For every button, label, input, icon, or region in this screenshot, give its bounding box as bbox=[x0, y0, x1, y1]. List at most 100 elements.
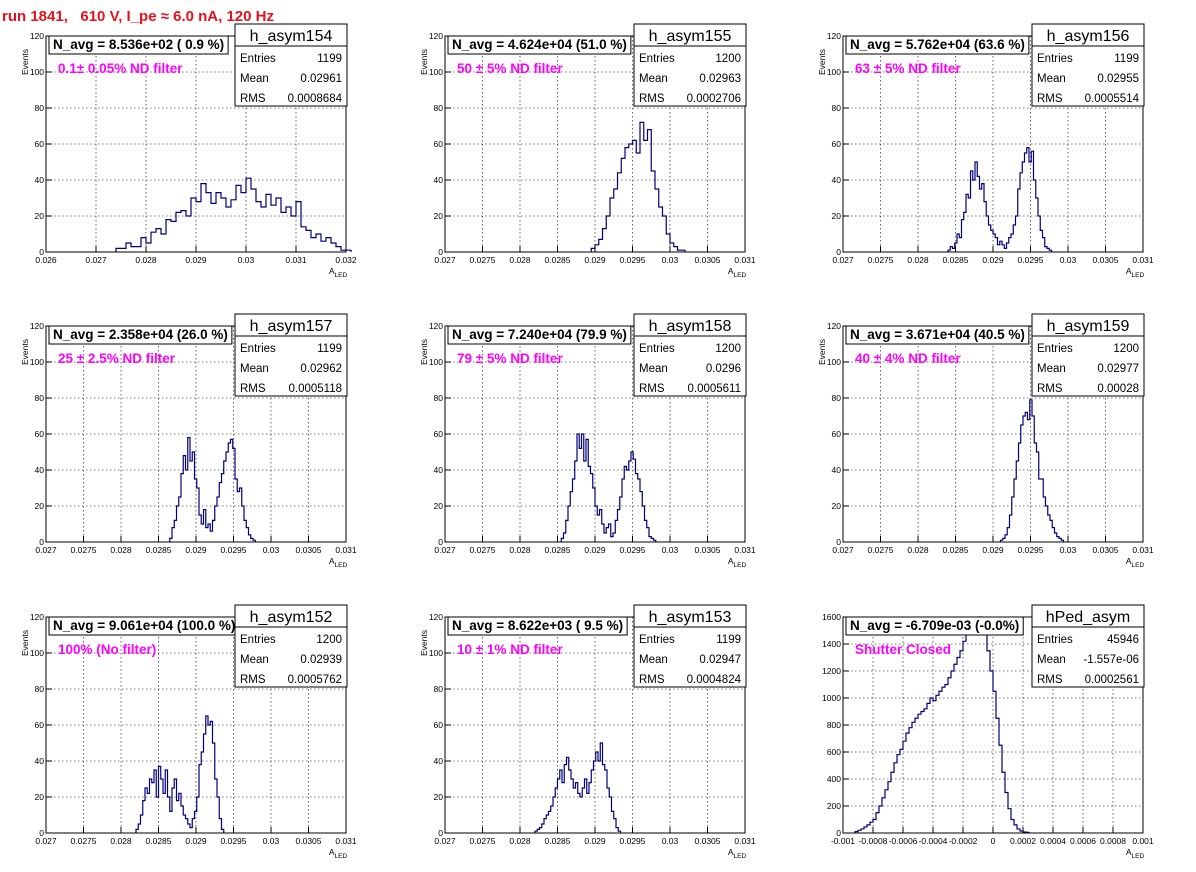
y-tick-label: 60 bbox=[832, 429, 842, 439]
x-axis-label-sub: LED bbox=[734, 272, 747, 279]
x-tick-label: 0.0295 bbox=[1018, 255, 1044, 265]
x-axis-label: ALED bbox=[1126, 266, 1145, 279]
histogram-name: h_asym157 bbox=[250, 318, 333, 335]
stat-value: 0.0005611 bbox=[687, 383, 741, 395]
y-tick-label: 1400 bbox=[822, 639, 841, 649]
panel-title-box bbox=[845, 616, 1024, 636]
y-tick-label: 120 bbox=[429, 321, 443, 331]
stat-label: Mean bbox=[1037, 73, 1066, 85]
stat-label: Entries bbox=[639, 634, 675, 646]
y-tick-label: 0 bbox=[836, 247, 841, 257]
y-tick-label: 1200 bbox=[822, 666, 841, 676]
stat-value: 0.02955 bbox=[1097, 73, 1139, 85]
x-tick-label: 0 bbox=[991, 836, 996, 846]
x-tick-label: 0.031 bbox=[335, 545, 357, 555]
stat-value: 45946 bbox=[1107, 634, 1139, 646]
stat-label: RMS bbox=[1037, 674, 1063, 686]
x-axis-label-sub: LED bbox=[734, 562, 747, 569]
y-tick-label: 20 bbox=[832, 211, 842, 221]
x-tick-label: 0.029 bbox=[185, 836, 207, 846]
x-tick-label: 0.028 bbox=[110, 545, 132, 555]
y-tick-label: 120 bbox=[30, 321, 44, 331]
x-tick-label: 0.03 bbox=[1060, 255, 1077, 265]
histogram-series bbox=[560, 433, 657, 542]
x-axis-label-sub: LED bbox=[1132, 562, 1145, 569]
x-axis-label-sub: LED bbox=[335, 853, 348, 860]
x-tick-label: 0.0295 bbox=[620, 255, 646, 265]
panel-title: N_avg = 8.536e+02 ( 0.9 %) bbox=[53, 37, 224, 52]
y-tick-label: 60 bbox=[832, 139, 842, 149]
panel-title: N_avg = 4.624e+04 (51.0 %) bbox=[452, 37, 627, 52]
x-tick-label: -0.001 bbox=[831, 836, 855, 846]
y-tick-label: 400 bbox=[827, 774, 841, 784]
x-tick-label: 0.0285 bbox=[943, 255, 969, 265]
panel-title: N_avg = 7.240e+04 (79.9 %) bbox=[452, 327, 627, 342]
y-tick-label: 1600 bbox=[822, 612, 841, 622]
histogram-series bbox=[999, 399, 1065, 542]
y-tick-label: 80 bbox=[832, 393, 842, 403]
y-tick-label: 120 bbox=[827, 31, 841, 41]
y-tick-label: 0 bbox=[438, 247, 443, 257]
x-tick-label: 0.0002 bbox=[1010, 836, 1036, 846]
y-tick-label: 120 bbox=[30, 31, 44, 41]
stat-value: 0.02963 bbox=[699, 73, 741, 85]
stats-box bbox=[633, 313, 747, 397]
x-tick-label: 0.03 bbox=[662, 836, 679, 846]
stat-label: Entries bbox=[1037, 343, 1073, 355]
y-tick-label: 80 bbox=[832, 103, 842, 113]
stat-label: Mean bbox=[240, 363, 269, 375]
y-tick-label: 0 bbox=[39, 537, 44, 547]
y-tick-label: 0 bbox=[39, 247, 44, 257]
x-tick-label: 0.028 bbox=[135, 255, 157, 265]
y-tick-label: 120 bbox=[30, 612, 44, 622]
y-tick-label: 40 bbox=[35, 175, 45, 185]
stat-value: 1199 bbox=[1114, 53, 1139, 65]
stat-label: RMS bbox=[240, 383, 266, 395]
y-tick-label: 40 bbox=[35, 465, 45, 475]
stat-label: Entries bbox=[240, 53, 276, 65]
histogram-series bbox=[115, 177, 352, 252]
x-axis-label: ALED bbox=[728, 266, 747, 279]
y-axis-label: Events bbox=[419, 339, 429, 365]
panel-hPed_asym: -0.001 -0.0008 -0.0006 -0.0004 -0.0002 0 0.000… bbox=[822, 604, 1154, 860]
histogram-name: h_asym154 bbox=[250, 28, 333, 45]
stat-value: 1199 bbox=[716, 634, 741, 646]
x-tick-label: 0.03 bbox=[1060, 545, 1077, 555]
x-tick-label: 0.028 bbox=[509, 545, 531, 555]
stats-box bbox=[234, 604, 348, 688]
x-tick-label: 0.0295 bbox=[1018, 545, 1044, 555]
stat-value: 0.00028 bbox=[1097, 383, 1139, 395]
panel-h_asym156: 0.027 0.0275 0.028 0.0285 0.029 0.0295 0.03 0.0… bbox=[817, 23, 1154, 279]
x-tick-label: 0.03 bbox=[662, 545, 679, 555]
panel-title-box bbox=[447, 616, 628, 636]
stat-value: 0.02939 bbox=[300, 654, 342, 666]
panel-h_asym153: 0.027 0.0275 0.028 0.0285 0.029 0.0295 0.03 0.0… bbox=[419, 604, 756, 860]
x-tick-label: 0.031 bbox=[1132, 545, 1154, 555]
filter-annotation: 79 ± 5% ND filter bbox=[457, 351, 563, 366]
stat-value: 0.0005762 bbox=[288, 674, 342, 686]
y-tick-label: 60 bbox=[35, 429, 45, 439]
histogram-series bbox=[534, 742, 622, 833]
x-tick-label: 0.031 bbox=[335, 836, 357, 846]
y-tick-label: 80 bbox=[35, 393, 45, 403]
y-tick-label: 100 bbox=[30, 648, 44, 658]
x-axis-label: ALED bbox=[329, 847, 348, 860]
stat-label: Mean bbox=[240, 654, 269, 666]
stat-label: Mean bbox=[639, 73, 668, 85]
x-tick-label: 0.0295 bbox=[620, 836, 646, 846]
panel-title-box bbox=[48, 325, 233, 345]
x-tick-label: 0.029 bbox=[982, 255, 1004, 265]
histogram-series bbox=[169, 437, 256, 542]
x-tick-label: 0.0275 bbox=[71, 545, 97, 555]
y-tick-label: 40 bbox=[434, 756, 444, 766]
stat-value: 0.02947 bbox=[699, 654, 741, 666]
y-axis-label: Events bbox=[20, 630, 30, 656]
stat-label: Mean bbox=[1037, 363, 1066, 375]
panel-title-box bbox=[447, 35, 632, 55]
filter-annotation: 10 ± 1% ND filter bbox=[457, 642, 563, 657]
x-axis-label: ALED bbox=[329, 556, 348, 569]
stat-value: 1200 bbox=[715, 343, 741, 355]
stat-value: 1200 bbox=[1113, 343, 1139, 355]
stat-value: 0.0004824 bbox=[687, 674, 742, 686]
y-axis-label: Events bbox=[419, 630, 429, 656]
